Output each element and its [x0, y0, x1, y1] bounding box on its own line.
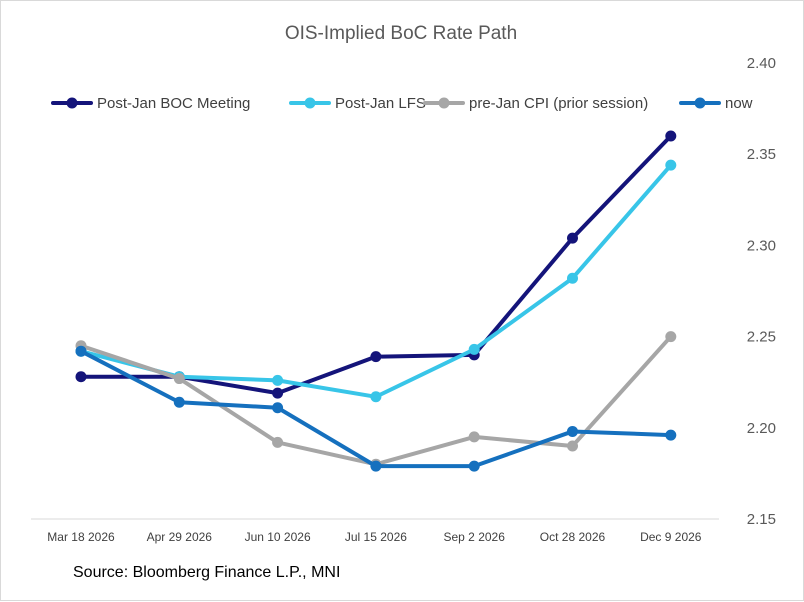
data-point	[173, 396, 185, 408]
data-point	[567, 272, 578, 284]
data-point	[567, 232, 578, 244]
legend-swatch-marker	[66, 97, 78, 109]
legend-swatch-marker	[304, 97, 316, 109]
y-axis: 2.15 2.20 2.25 2.30 2.35 2.40	[747, 55, 776, 528]
legend-label: Post-Jan LFS	[335, 95, 426, 112]
data-point	[468, 343, 480, 355]
legend-item: Post-Jan LFS	[289, 95, 426, 112]
series-line	[79, 349, 673, 469]
x-tick-label: Mar 18 2026	[47, 530, 115, 544]
legend-label: now	[725, 95, 753, 112]
legend-swatch-marker	[694, 97, 706, 109]
series-1	[75, 159, 677, 403]
y-tick-label: 2.40	[747, 55, 776, 72]
y-tick-label: 2.35	[747, 146, 776, 163]
legend-swatch-marker	[438, 97, 450, 109]
x-tick-label: Apr 29 2026	[147, 530, 213, 544]
data-point	[665, 331, 677, 343]
legend-label: pre-Jan CPI (prior session)	[469, 95, 648, 112]
y-tick-label: 2.15	[747, 511, 776, 528]
data-point	[567, 440, 578, 452]
x-tick-label: Jun 10 2026	[245, 530, 311, 544]
data-point	[370, 460, 382, 472]
y-tick-label: 2.30	[747, 237, 776, 254]
x-tick-label: Sep 2 2026	[444, 530, 506, 544]
x-tick-label: Jul 15 2026	[345, 530, 407, 544]
data-point	[75, 371, 87, 383]
data-point	[665, 159, 677, 171]
data-point	[272, 402, 284, 414]
legend-item: pre-Jan CPI (prior session)	[423, 95, 648, 112]
data-point	[370, 391, 382, 403]
data-point	[272, 374, 284, 386]
data-point	[665, 130, 677, 142]
data-point	[468, 431, 480, 443]
x-tick-label: Dec 9 2026	[640, 530, 702, 544]
legend-label: Post-Jan BOC Meeting	[97, 95, 250, 112]
plot-area	[75, 130, 677, 472]
legend-item: Post-Jan BOC Meeting	[51, 95, 250, 112]
legend-item: now	[679, 95, 753, 112]
legend: Post-Jan BOC Meeting Post-Jan LFS pre-Jan …	[51, 95, 753, 112]
data-point	[173, 373, 185, 385]
data-point	[370, 351, 382, 363]
y-tick-label: 2.20	[747, 420, 776, 437]
data-point	[665, 429, 677, 441]
source-note: Source: Bloomberg Finance L.P., MNI	[73, 564, 340, 581]
x-axis: Mar 18 2026 Apr 29 2026 Jun 10 2026 Jul 15 …	[31, 518, 719, 544]
data-point	[75, 345, 87, 357]
x-tick-label: Oct 28 2026	[540, 530, 606, 544]
data-point	[468, 460, 480, 472]
data-point	[272, 387, 284, 399]
chart-title: OIS-Implied BoC Rate Path	[285, 23, 517, 44]
data-point	[272, 436, 284, 448]
series-3	[75, 345, 677, 472]
data-point	[567, 425, 578, 437]
y-tick-label: 2.25	[747, 329, 776, 346]
